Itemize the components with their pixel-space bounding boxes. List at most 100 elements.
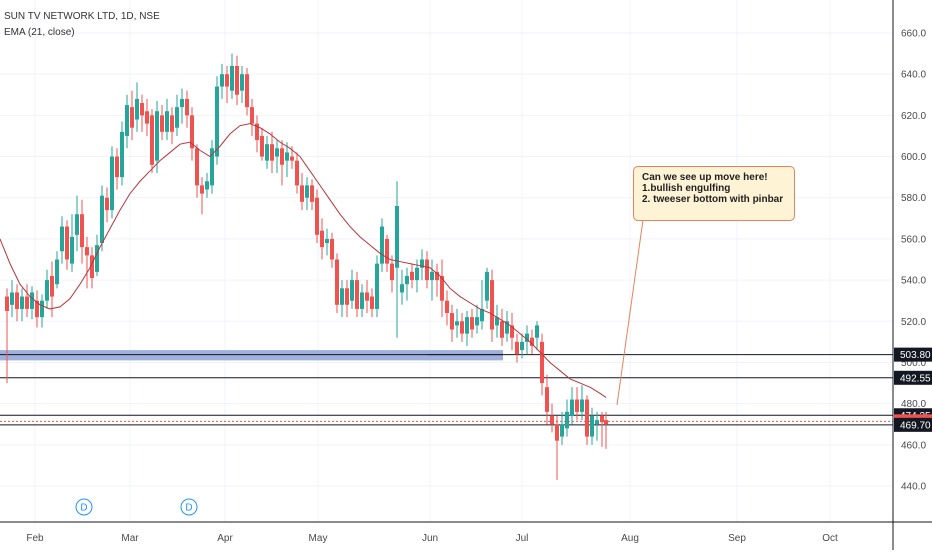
candle — [155, 100, 159, 174]
marker-letter: D — [80, 503, 87, 514]
candle-body — [275, 148, 279, 157]
candle — [240, 65, 244, 104]
candle — [390, 255, 394, 293]
candle-body — [235, 65, 239, 95]
candle — [50, 261, 54, 318]
candle-body — [180, 98, 184, 108]
candle — [125, 94, 129, 149]
price-tick-label: 540.0 — [901, 276, 926, 287]
candle — [265, 135, 269, 169]
candle-body — [395, 205, 399, 268]
candle-body — [220, 74, 224, 87]
candle-body — [435, 271, 439, 281]
candle-body — [50, 275, 54, 297]
candle — [20, 288, 24, 322]
candle-body — [500, 321, 504, 338]
candle — [335, 253, 339, 314]
candle — [100, 185, 104, 252]
candle-body — [340, 288, 344, 305]
candle-body — [165, 111, 169, 132]
candle — [545, 374, 549, 425]
candle-body — [170, 115, 174, 132]
candle — [75, 195, 79, 252]
candle — [115, 148, 119, 190]
candle — [320, 218, 324, 260]
price-tick-label: 640.0 — [901, 70, 926, 81]
candle — [515, 333, 519, 363]
candle — [40, 294, 44, 328]
support-zone — [0, 350, 503, 361]
candle — [120, 121, 124, 186]
candle-body — [410, 271, 414, 281]
candle-body — [185, 98, 189, 116]
candle — [65, 220, 69, 270]
time-axis[interactable]: Feb Mar Apr May Jun Jul Aug Sep Oct — [0, 521, 932, 544]
price-axis[interactable]: 440.0 460.0 480.0 500.0 520.0 540.0 560.0 580.0… — [892, 0, 932, 550]
candle-body — [120, 131, 124, 178]
annotation-callout[interactable]: Can we see up move here! 1.bullish engul… — [633, 166, 795, 221]
candle-body — [325, 238, 329, 244]
candle-body — [245, 74, 249, 108]
candle — [150, 109, 154, 174]
candle — [405, 267, 409, 301]
price-tick-label: 600.0 — [901, 152, 926, 163]
candle-body — [465, 317, 469, 334]
price-tick-label: 520.0 — [901, 317, 926, 328]
candle-body — [480, 308, 484, 322]
candle-body — [590, 415, 594, 437]
candle — [460, 313, 464, 342]
candles-group — [5, 53, 608, 480]
candle — [480, 280, 484, 330]
candle — [110, 146, 114, 219]
candle-body — [190, 115, 194, 149]
candle — [360, 284, 364, 318]
candle-body — [490, 280, 494, 330]
candle-body — [520, 341, 524, 351]
candle — [375, 255, 379, 318]
candle — [550, 403, 554, 433]
candle-body — [225, 74, 229, 87]
candle-body — [360, 292, 364, 309]
candle-body — [305, 185, 309, 198]
candle-body — [575, 399, 579, 412]
candle-body — [130, 107, 134, 128]
candle-body — [445, 300, 449, 314]
candle-body — [260, 135, 264, 157]
candle — [530, 329, 534, 355]
candle — [105, 187, 109, 223]
candle-body — [30, 292, 34, 309]
candle — [575, 387, 579, 421]
candle — [35, 290, 39, 328]
marker-circle — [75, 498, 93, 516]
candle-body — [115, 156, 119, 178]
candle-body — [425, 259, 429, 281]
candle-body — [430, 271, 434, 281]
candle-body — [350, 280, 354, 301]
candle — [300, 173, 304, 211]
candle-body — [585, 399, 589, 437]
candle-body — [515, 341, 519, 355]
candle — [15, 284, 19, 322]
candle — [385, 234, 389, 272]
price-label-badge — [894, 370, 932, 385]
symbol-title: SUN TV NETWORK LTD, 1D, NSE — [4, 11, 160, 22]
callout-line-2: 1.bullish engulfing — [642, 183, 731, 194]
candle — [365, 280, 369, 314]
price-tick-label: 440.0 — [901, 482, 926, 493]
candle — [45, 269, 49, 309]
callout-line-3: 2. tweeser bottom with pinbar — [642, 194, 784, 205]
candle-body — [475, 317, 479, 326]
candle — [420, 249, 424, 281]
price-label-text: 503.80 — [900, 350, 931, 361]
candle-body — [540, 341, 544, 384]
candle — [350, 269, 354, 309]
candle — [280, 140, 284, 186]
candle-body — [265, 144, 269, 161]
candle — [295, 152, 299, 194]
candle-body — [560, 424, 564, 437]
price-tick-label: 580.0 — [901, 193, 926, 204]
candle-body — [415, 267, 419, 281]
dividend-marker: D — [75, 498, 93, 516]
